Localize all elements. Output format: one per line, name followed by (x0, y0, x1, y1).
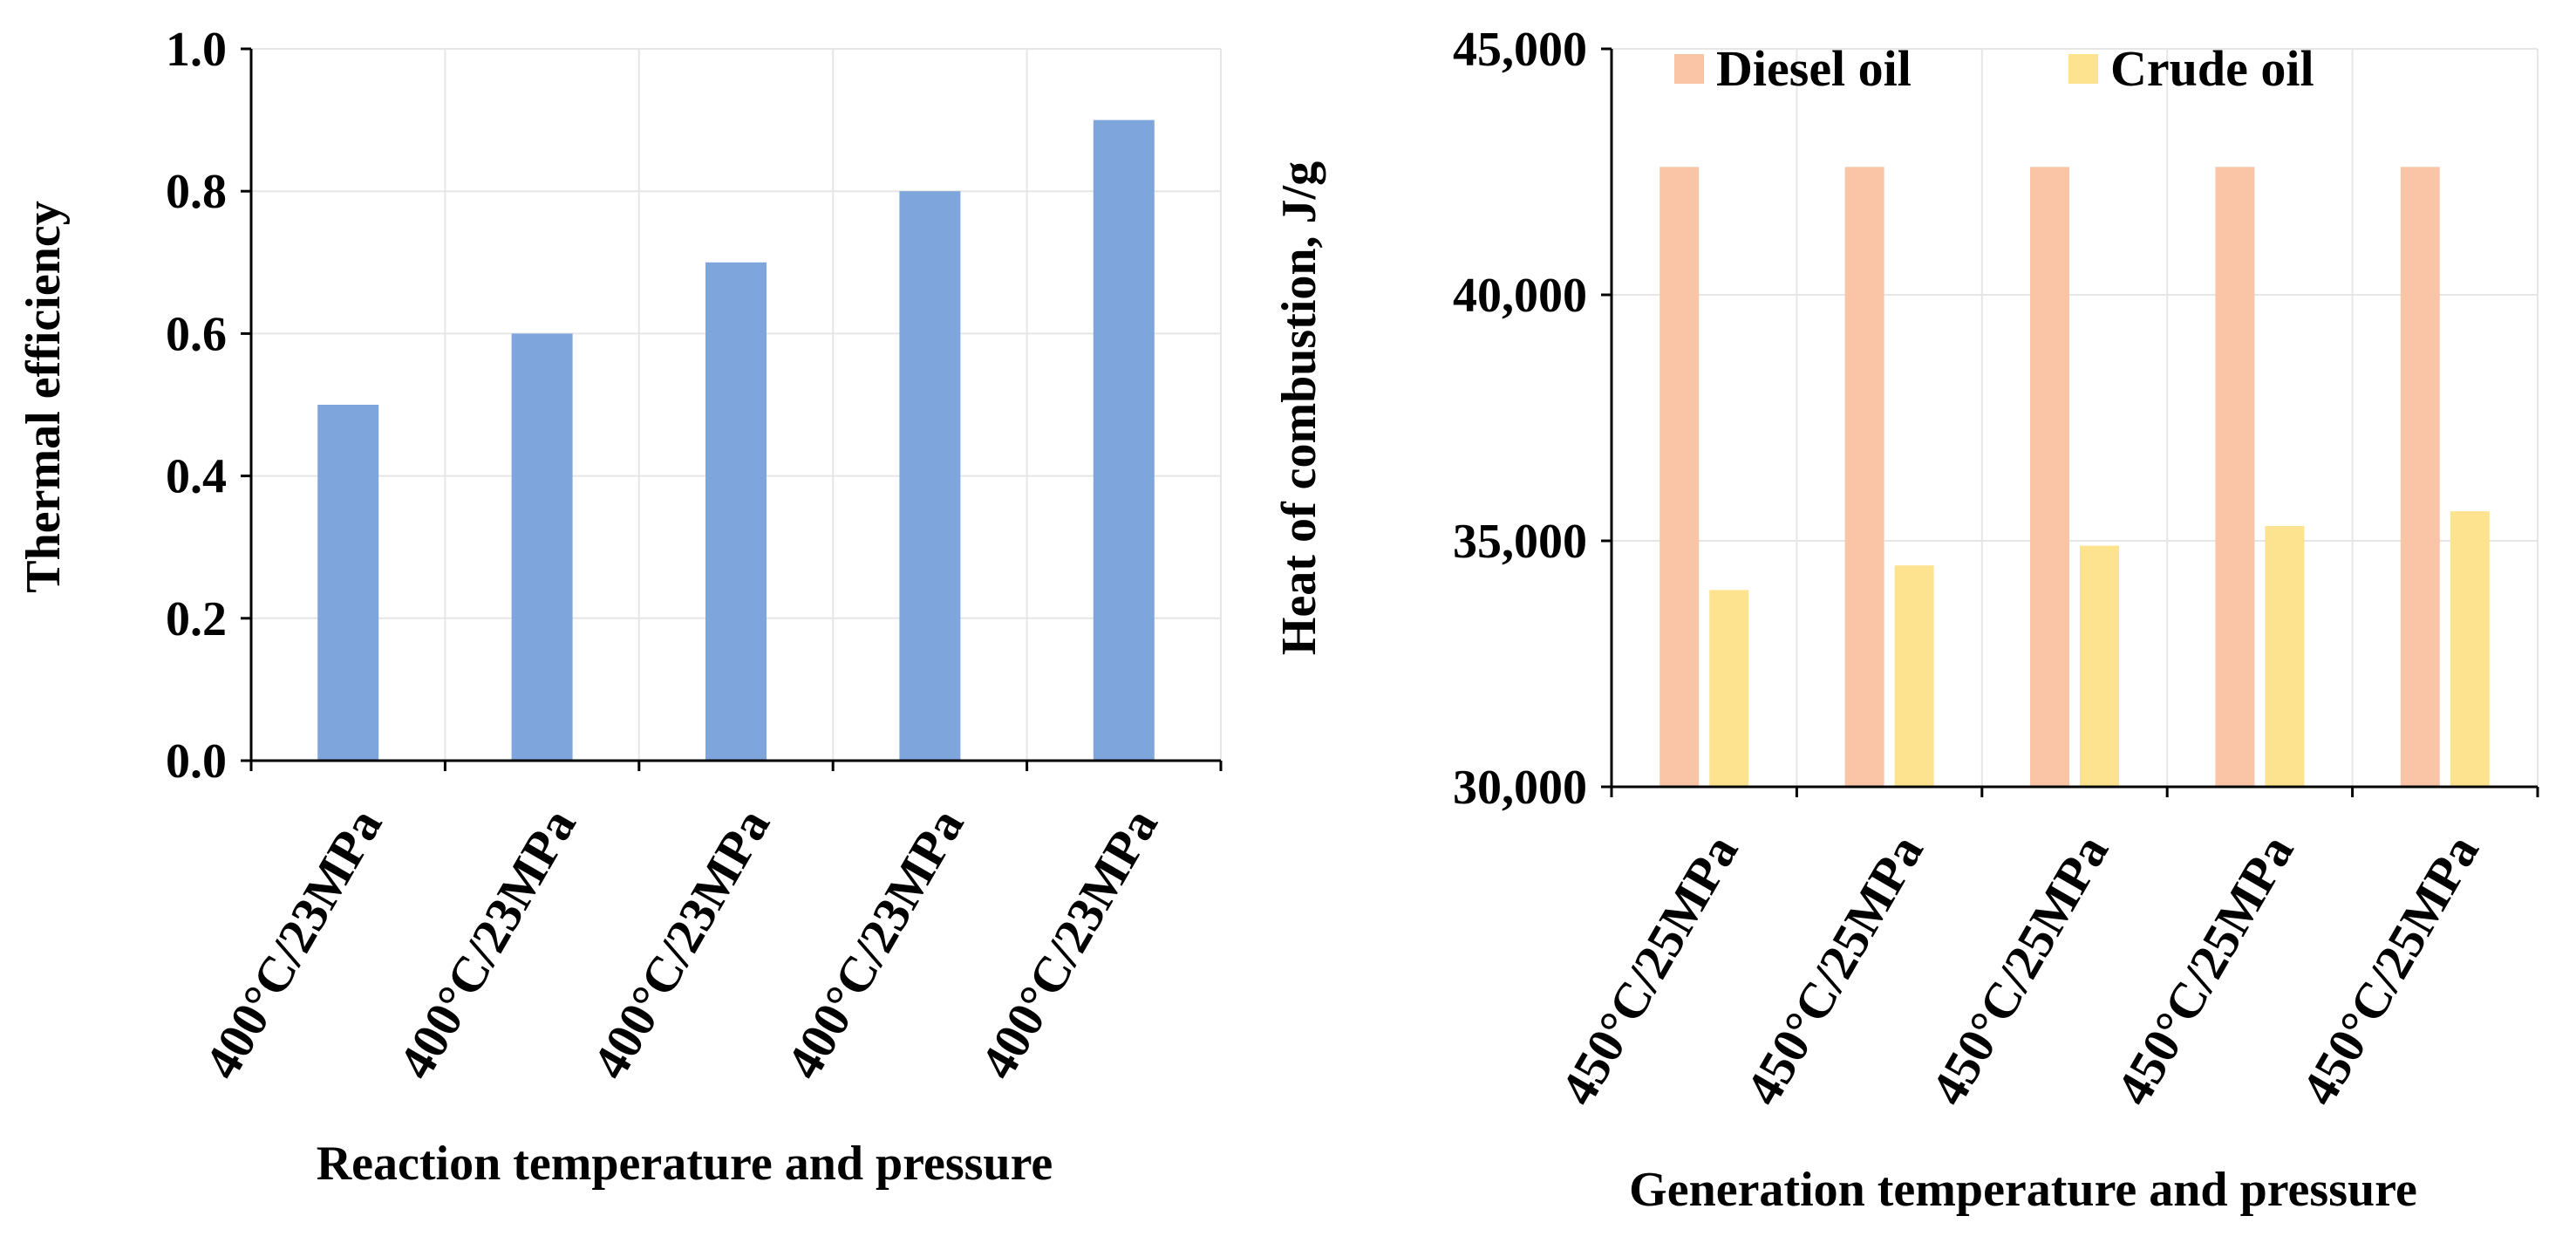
thermal-efficiency-chart: 0.00.20.40.60.81.0 400°C/23MPa400°C/23MP… (17, 23, 1223, 1191)
x-tick-label: 400°C/23MPa (969, 799, 1169, 1089)
bar-crude-oil-1 (1709, 590, 1749, 787)
left-axes (241, 47, 1223, 771)
right-axes (1601, 47, 2539, 797)
x-tick-label: 450°C/25MPa (2290, 825, 2490, 1115)
left-bars (317, 120, 1155, 762)
right-bars (1659, 167, 2490, 788)
left-y-tick-labels: 0.0 0.2 0.4 0.6 0.8 1.0 (166, 23, 227, 789)
x-tick-label: 450°C/25MPa (1549, 825, 1748, 1115)
bar-crude-oil-4 (2265, 526, 2305, 787)
x-tick-label: 400°C/23MPa (581, 799, 780, 1089)
x-tick-label: 400°C/23MPa (387, 799, 587, 1089)
y-tick-label: 30,000 (1453, 761, 1587, 815)
bar-crude-oil-3 (2080, 545, 2119, 787)
y-tick-label: 0.2 (166, 592, 227, 646)
right-y-axis-title: Heat of combustion, J/g (1272, 161, 1326, 655)
bar-thermal-efficiency-2 (511, 333, 573, 761)
right-gridlines (1612, 48, 2539, 787)
legend-swatch-diesel-oil (1674, 54, 1704, 84)
left-gridlines (251, 48, 1222, 761)
bar-thermal-efficiency-5 (1093, 120, 1155, 762)
bar-diesel-oil-5 (2400, 167, 2440, 788)
bar-crude-oil-2 (1894, 565, 1934, 787)
y-tick-label: 0.8 (166, 165, 227, 219)
left-x-tick-labels: 400°C/23MPa400°C/23MPa400°C/23MPa400°C/2… (193, 799, 1169, 1089)
y-tick-label: 35,000 (1453, 515, 1587, 569)
y-tick-label: 40,000 (1453, 269, 1587, 323)
legend-swatch-crude-oil (2068, 54, 2098, 84)
y-tick-label: 1.0 (166, 23, 227, 77)
bar-diesel-oil-4 (2215, 167, 2255, 788)
bar-thermal-efficiency-4 (899, 191, 961, 761)
x-tick-label: 450°C/25MPa (1734, 825, 1934, 1115)
legend-label-diesel-oil: Diesel oil (1716, 40, 1912, 97)
y-tick-label: 0.6 (166, 307, 227, 361)
legend-label-crude-oil: Crude oil (2110, 40, 2314, 97)
bar-thermal-efficiency-3 (705, 262, 767, 761)
right-y-tick-labels: 30,000 35,000 40,000 45,000 (1453, 23, 1587, 815)
x-tick-label: 450°C/25MPa (1919, 825, 2119, 1115)
bar-diesel-oil-1 (1659, 167, 1700, 788)
right-legend: Diesel oil Crude oil (1674, 40, 2314, 97)
bar-diesel-oil-2 (1844, 167, 1884, 788)
x-tick-label: 450°C/25MPa (2105, 825, 2305, 1115)
bar-crude-oil-5 (2450, 511, 2490, 787)
y-tick-label: 0.0 (166, 734, 227, 789)
y-tick-label: 45,000 (1453, 23, 1587, 77)
bar-thermal-efficiency-1 (317, 405, 379, 761)
left-x-axis-title: Reaction temperature and pressure (317, 1137, 1053, 1191)
left-y-axis-title: Thermal efficiency (17, 201, 71, 592)
right-x-tick-labels: 450°C/25MPa450°C/25MPa450°C/25MPa450°C/2… (1549, 825, 2490, 1115)
x-tick-label: 400°C/23MPa (193, 799, 392, 1089)
bar-diesel-oil-3 (2030, 167, 2069, 788)
right-x-axis-title: Generation temperature and pressure (1629, 1163, 2417, 1217)
x-tick-label: 400°C/23MPa (775, 799, 975, 1089)
y-tick-label: 0.4 (166, 450, 227, 504)
